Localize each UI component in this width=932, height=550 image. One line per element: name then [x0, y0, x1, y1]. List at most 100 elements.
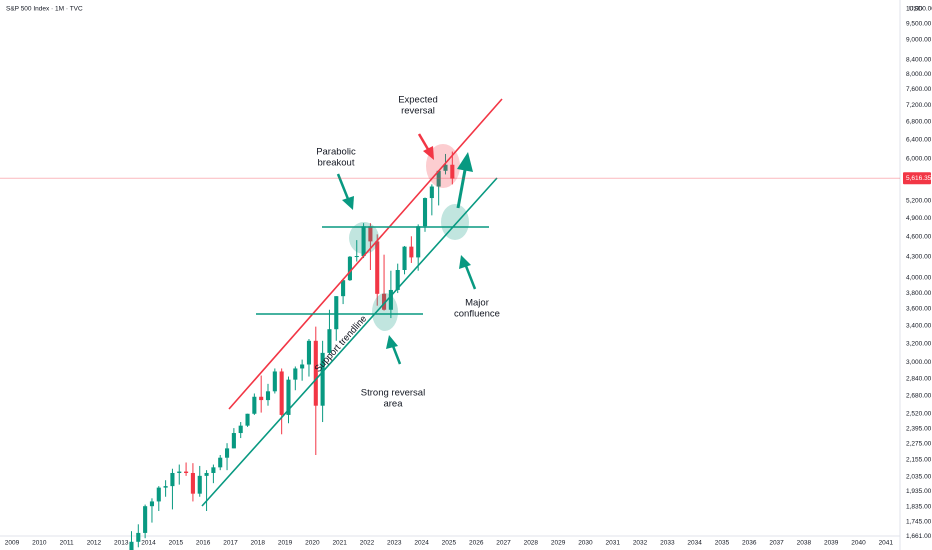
candle-body: [422, 198, 428, 227]
y-tick-label: 1,661.00: [906, 533, 932, 540]
x-tick-label: 2012: [87, 540, 102, 547]
x-tick-label: 2031: [606, 540, 621, 547]
y-tick-label: 4,600.00: [906, 234, 932, 241]
x-tick-label: 2036: [742, 540, 757, 547]
currency-label: USD: [909, 6, 923, 13]
candle-body: [279, 371, 284, 415]
candle-body: [375, 241, 380, 294]
x-tick-label: 2024: [414, 540, 429, 547]
y-tick-label: 1,745.00: [906, 518, 932, 525]
confluence-zone: [441, 204, 469, 240]
candle-body: [429, 186, 434, 199]
candle-body: [252, 396, 257, 414]
x-tick-label: 2033: [660, 540, 675, 547]
y-tick-label: 4,300.00: [906, 253, 932, 260]
annotation: Expected: [398, 95, 438, 106]
candle-body: [170, 472, 175, 487]
candle-body: [184, 471, 189, 473]
candles: [129, 151, 455, 550]
candle-body: [341, 280, 346, 297]
y-tick-label: 1,935.00: [906, 488, 932, 495]
x-tick-label: 2041: [879, 540, 894, 547]
y-tick-label: 9,500.00: [906, 20, 932, 27]
annotation: Major: [465, 298, 489, 309]
y-tick-label: 3,200.00: [906, 340, 932, 347]
annotation: Parabolic: [316, 147, 356, 158]
y-tick-label: 7,200.00: [906, 102, 932, 109]
x-tick-label: 2013: [114, 540, 129, 547]
candle-body: [129, 541, 134, 550]
candle-body: [156, 487, 161, 502]
x-tick-label: 2029: [551, 540, 566, 547]
candle-body: [409, 246, 414, 258]
x-tick-label: 2030: [578, 540, 593, 547]
candle-body: [327, 329, 332, 353]
x-tick-label: 2011: [60, 540, 74, 547]
y-tick-label: 3,400.00: [906, 322, 932, 329]
y-tick-label: 8,400.00: [906, 57, 932, 64]
candle-body: [163, 486, 168, 488]
annotation: breakout: [318, 158, 355, 169]
x-tick-label: 2027: [496, 540, 511, 547]
y-tick-label: 2,035.00: [906, 473, 932, 480]
y-tick-label: 2,840.00: [906, 375, 932, 382]
x-tick-label: 2040: [851, 540, 866, 547]
x-tick-label: 2010: [32, 540, 47, 547]
y-tick-label: 3,600.00: [906, 306, 932, 313]
chart-title: S&P 500 Index · 1M · TVC: [6, 6, 83, 13]
y-tick-label: 6,800.00: [906, 119, 932, 126]
candle-body: [300, 364, 305, 369]
arrow: [456, 152, 473, 209]
x-tick-label: 2038: [797, 540, 812, 547]
y-tick-label: 8,000.00: [906, 71, 932, 78]
candle-body: [238, 425, 243, 434]
x-tick-label: 2032: [633, 540, 648, 547]
candle-body: [416, 226, 421, 258]
candle-body: [395, 269, 400, 290]
x-tick-label: 2035: [715, 540, 730, 547]
x-tick-label: 2020: [305, 540, 320, 547]
candle-body: [143, 506, 148, 533]
candle-body: [259, 396, 264, 401]
annotation: confluence: [454, 309, 500, 320]
candle-body: [347, 256, 352, 281]
candle-body: [388, 289, 393, 310]
x-tick-label: 2017: [223, 540, 238, 547]
last-price-label: 5,616.35: [906, 175, 932, 182]
x-tick-label: 2037: [769, 540, 784, 547]
candle-body: [361, 226, 366, 257]
x-tick-label: 2034: [687, 540, 702, 547]
candle-body: [334, 296, 339, 330]
reversal-area-zone: [372, 293, 398, 331]
arrow: [417, 133, 434, 160]
arrow: [386, 335, 402, 365]
candle-body: [149, 501, 155, 507]
candle-body: [265, 391, 271, 401]
x-tick-label: 2025: [442, 540, 457, 547]
y-tick-label: 2,520.00: [906, 410, 932, 417]
y-tick-label: 6,000.00: [906, 156, 932, 163]
candle-body: [443, 164, 448, 171]
y-tick-label: 3,000.00: [906, 359, 932, 366]
annotation: reversal: [401, 106, 435, 117]
candle-body: [231, 433, 236, 449]
y-tick-label: 1,835.00: [906, 504, 932, 511]
candle-body: [320, 352, 325, 406]
y-tick-label: 2,395.00: [906, 425, 932, 432]
candle-body: [177, 471, 182, 473]
x-tick-label: 2039: [824, 540, 839, 547]
arrow: [459, 255, 477, 290]
candle-body: [450, 164, 455, 179]
candle-body: [293, 368, 298, 380]
candle-body: [402, 246, 407, 270]
x-tick-label: 2026: [469, 540, 484, 547]
y-tick-label: 9,000.00: [906, 36, 932, 43]
y-tick-label: 7,600.00: [906, 86, 932, 93]
annotation: area: [383, 399, 403, 410]
candle-body: [272, 371, 277, 392]
arrow: [336, 173, 354, 210]
y-tick-label: 2,275.00: [906, 441, 932, 448]
y-tick-label: 3,800.00: [906, 290, 932, 297]
y-tick-label: 4,900.00: [906, 215, 932, 222]
